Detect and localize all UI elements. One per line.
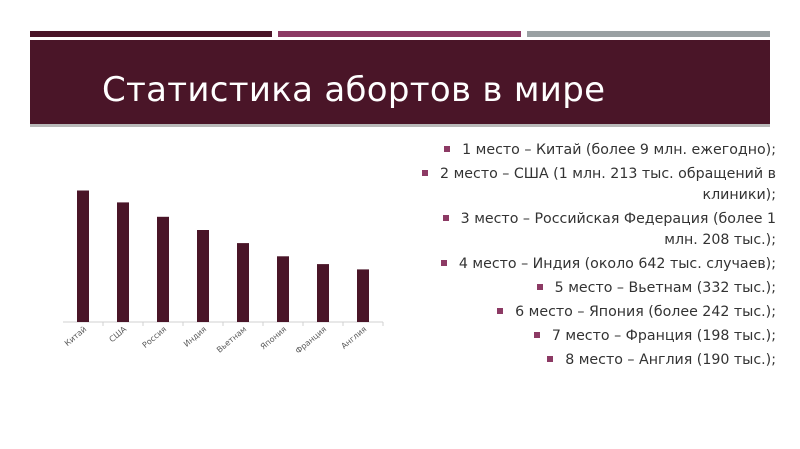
ranking-item: 3 место – Российская Федерация (более 1 … xyxy=(416,209,776,251)
ranking-item-text: 1 место – Китай (более 9 млн. ежегодно); xyxy=(462,142,776,158)
ranking-item-text: 8 место – Англия (190 тыс.); xyxy=(565,352,776,368)
ranking-item-text: 4 место – Индия (около 642 тыс. случаев)… xyxy=(458,256,776,272)
bar-5 xyxy=(277,256,289,322)
bullet-square-icon xyxy=(533,332,540,338)
bar-6 xyxy=(317,264,329,322)
ranking-item: 1 место – Китай (более 9 млн. ежегодно); xyxy=(416,140,776,161)
x-tick-label: Англия xyxy=(339,325,368,351)
ranking-item-text: 6 место – Япония (более 242 тыс.); xyxy=(515,304,776,320)
ranking-item: 2 место – США (1 млн. 213 тыс. обращений… xyxy=(416,164,776,206)
ranking-item: 6 место – Япония (более 242 тыс.); xyxy=(416,302,776,323)
bar-1 xyxy=(117,202,129,322)
x-tick-label: Япония xyxy=(259,325,289,352)
bullet-square-icon xyxy=(547,356,554,362)
bullet-square-icon xyxy=(536,284,543,290)
x-tick-label: Франция xyxy=(294,325,329,356)
x-tick-label: Китай xyxy=(63,325,88,348)
x-tick-label: Вьетнам xyxy=(215,325,248,355)
ranking-item-text: 2 место – США (1 млн. 213 тыс. обращений… xyxy=(440,166,776,203)
bar-2 xyxy=(157,216,169,322)
bullet-square-icon xyxy=(444,146,451,152)
bar-4 xyxy=(237,243,249,322)
title-banner-shadow xyxy=(30,124,770,127)
ranking-item-text: 3 место – Российская Федерация (более 1 … xyxy=(460,211,776,248)
ranking-item-text: 5 место – Вьетнам (332 тыс.); xyxy=(554,280,776,296)
x-tick-label: Россия xyxy=(141,325,169,350)
bullet-square-icon xyxy=(442,215,449,221)
bar-3 xyxy=(197,230,209,322)
ranking-item: 5 место – Вьетнам (332 тыс.); xyxy=(416,278,776,299)
x-tick-label: Индия xyxy=(182,325,208,349)
bullet-square-icon xyxy=(422,170,429,176)
bullet-square-icon xyxy=(497,308,504,314)
x-tick-label: США xyxy=(107,324,128,344)
slide-title: Статистика абортов в мире xyxy=(102,70,606,110)
ranking-item-text: 7 место – Франция (198 тыс.); xyxy=(551,328,776,344)
bar-7 xyxy=(357,269,369,322)
ranking-item: 7 место – Франция (198 тыс.); xyxy=(416,326,776,347)
top-stripe-neutral xyxy=(527,31,770,37)
bullet-square-icon xyxy=(440,260,447,266)
ranking-list: 1 место – Китай (более 9 млн. ежегодно);… xyxy=(416,140,776,374)
title-banner xyxy=(30,40,770,127)
ranking-item: 4 место – Индия (около 642 тыс. случаев)… xyxy=(416,254,776,275)
top-stripe-dark xyxy=(30,31,272,37)
bar-0 xyxy=(77,190,89,322)
top-stripe-accent xyxy=(278,31,521,37)
ranking-item: 8 место – Англия (190 тыс.); xyxy=(416,350,776,371)
